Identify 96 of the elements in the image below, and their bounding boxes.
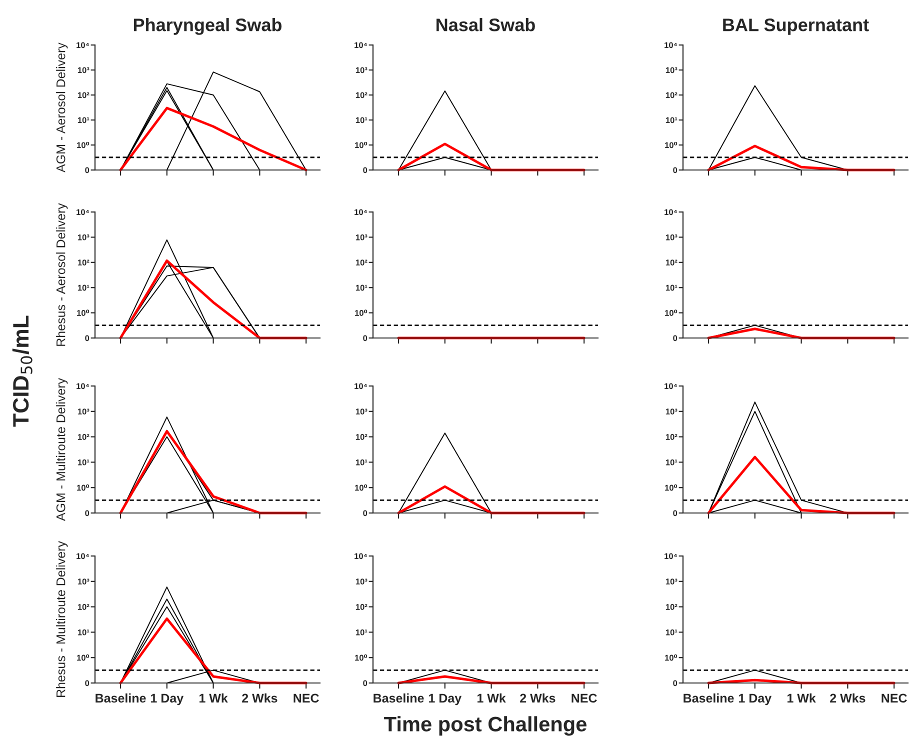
y-tick-label: 10¹ bbox=[666, 284, 678, 291]
y-tick-label: 10⁰ bbox=[355, 484, 368, 491]
y-tick-label: 10⁰ bbox=[355, 310, 368, 316]
x-tick-label: 2 Wks bbox=[520, 693, 556, 703]
y-tick-label: 0 bbox=[363, 680, 368, 686]
y-tick-label: 10² bbox=[78, 434, 90, 440]
y-tick-label: 10⁰ bbox=[355, 654, 368, 661]
x-tick-label: Baseline bbox=[96, 693, 146, 703]
y-tick-label: 10¹ bbox=[356, 284, 368, 291]
x-tick-label: NEC bbox=[572, 694, 597, 703]
y-tick-label: 0 bbox=[673, 167, 678, 174]
y-tick-label: 10¹ bbox=[666, 117, 678, 124]
y-tick-label: 10² bbox=[356, 92, 368, 98]
y-tick-label: 10¹ bbox=[78, 629, 90, 636]
y-tick-label: 10² bbox=[666, 604, 678, 610]
chart-title: Nasal Swab bbox=[436, 18, 535, 32]
y-tick-label: 10⁰ bbox=[665, 484, 678, 491]
x-tick-label: 1 Day bbox=[151, 694, 184, 706]
y-tick-label: 10³ bbox=[356, 234, 368, 240]
y-tick-label: 10¹ bbox=[356, 459, 368, 466]
x-tick-label: 2 Wks bbox=[830, 693, 866, 703]
y-tick-label: 10⁴ bbox=[354, 383, 367, 390]
y-tick-label: 10⁴ bbox=[76, 209, 89, 216]
y-tick-label: 10⁴ bbox=[76, 553, 89, 560]
y-tick-label: 10³ bbox=[356, 408, 368, 414]
y-tick-label: 10³ bbox=[356, 67, 368, 74]
y-tick-label: 10¹ bbox=[356, 629, 368, 636]
y-tick-label: 10⁰ bbox=[355, 142, 368, 148]
y-tick-label: 10⁰ bbox=[77, 142, 90, 148]
x-tick-label: 1 Day bbox=[739, 694, 772, 706]
y-axis-title: AGM - Aerosol Delivery bbox=[56, 42, 68, 172]
y-tick-label: 10² bbox=[666, 260, 678, 266]
y-tick-label: 10³ bbox=[356, 578, 368, 584]
y-tick-label: 10⁴ bbox=[664, 42, 677, 48]
y-tick-label: 10¹ bbox=[78, 284, 90, 291]
y-tick-label: 10⁰ bbox=[77, 310, 90, 316]
x-tick-label: Baseline bbox=[684, 693, 734, 703]
y-axis-title: Rhesus - Multiroute Delivery bbox=[56, 541, 68, 697]
x-tick-label: 1 Day bbox=[429, 694, 462, 706]
y-tick-label: 0 bbox=[363, 335, 368, 342]
y-tick-label: 0 bbox=[85, 680, 90, 686]
y-tick-label: 10¹ bbox=[78, 117, 90, 124]
y-tick-label: 10³ bbox=[78, 408, 90, 414]
y-tick-label: 10² bbox=[78, 92, 90, 98]
chart-title: Pharyngeal Swab bbox=[134, 18, 282, 35]
y-tick-label: 10⁴ bbox=[664, 209, 677, 216]
y-tick-label: 10⁰ bbox=[665, 654, 678, 661]
y-tick-label: 10² bbox=[78, 260, 90, 266]
x-tick-label: 1 Wk bbox=[788, 693, 816, 702]
x-tick-label: 1 Wk bbox=[200, 693, 228, 702]
y-tick-label: 10⁰ bbox=[665, 310, 678, 316]
y-tick-label: 10¹ bbox=[78, 459, 90, 466]
y-tick-label: 0 bbox=[673, 510, 678, 516]
x-tick-label: 1 Wk bbox=[478, 693, 506, 702]
y-tick-label: 10¹ bbox=[356, 117, 368, 124]
y-tick-label: 0 bbox=[673, 335, 678, 342]
y-tick-label: 10⁴ bbox=[76, 383, 89, 390]
x-axis-title: Time post Challenge bbox=[384, 716, 586, 736]
y-tick-label: 0 bbox=[673, 680, 678, 686]
y-tick-label: 10⁴ bbox=[354, 553, 367, 560]
y-tick-label: 10³ bbox=[666, 67, 678, 74]
y-tick-label: 10⁴ bbox=[664, 383, 677, 390]
x-tick-label: Baseline bbox=[374, 693, 424, 703]
y-tick-label: 10³ bbox=[666, 408, 678, 414]
y-tick-label: 10² bbox=[666, 92, 678, 98]
y-tick-label: 10⁰ bbox=[665, 142, 678, 148]
y-tick-label: 10³ bbox=[666, 234, 678, 240]
text: TCID$_{50}$/mL bbox=[12, 316, 32, 427]
x-tick-label: 2 Wks bbox=[242, 693, 278, 703]
y-tick-label: 10¹ bbox=[666, 629, 678, 636]
y-tick-label: 10⁰ bbox=[77, 484, 90, 491]
x-tick-label: NEC bbox=[294, 694, 319, 703]
y-tick-label: 10⁰ bbox=[77, 654, 90, 661]
y-tick-label: 0 bbox=[85, 510, 90, 516]
y-tick-label: 0 bbox=[85, 335, 90, 342]
x-tick-label: NEC bbox=[882, 694, 907, 703]
y-tick-label: 10² bbox=[78, 604, 90, 610]
y-tick-label: 10³ bbox=[78, 67, 90, 74]
y-tick-label: 10⁴ bbox=[664, 553, 677, 560]
y-tick-label: 10⁴ bbox=[76, 42, 89, 48]
y-tick-label: 10⁴ bbox=[354, 209, 367, 216]
y-tick-label: 0 bbox=[85, 167, 90, 174]
y-tick-label: 10² bbox=[356, 260, 368, 266]
y-tick-label: 0 bbox=[363, 510, 368, 516]
y-tick-label: 10¹ bbox=[666, 459, 678, 466]
y-tick-label: 0 bbox=[363, 167, 368, 174]
y-tick-label: 10² bbox=[666, 434, 678, 440]
y-tick-label: 10³ bbox=[78, 578, 90, 584]
y-tick-label: 10⁴ bbox=[354, 42, 367, 48]
chart-title: BAL Supernatant bbox=[723, 18, 869, 35]
y-axis-title: AGM - Multiroute Delivery bbox=[56, 378, 68, 522]
y-axis-title: Rhesus - Aerosol Delivery bbox=[56, 203, 68, 346]
y-tick-label: 10³ bbox=[78, 234, 90, 240]
y-tick-label: 10³ bbox=[666, 578, 678, 584]
y-tick-label: 10² bbox=[356, 434, 368, 440]
y-tick-label: 10² bbox=[356, 604, 368, 610]
